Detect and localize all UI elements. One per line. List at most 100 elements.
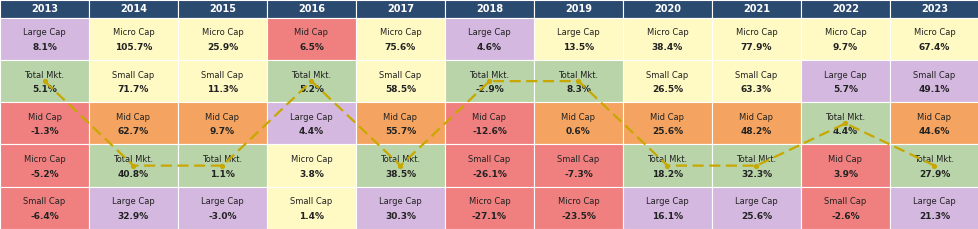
Bar xyxy=(800,102,889,144)
Bar xyxy=(356,102,445,144)
Text: 2019: 2019 xyxy=(564,4,592,14)
Bar xyxy=(89,187,178,229)
Text: -5.2%: -5.2% xyxy=(30,169,59,179)
Text: Small Cap: Small Cap xyxy=(290,197,333,207)
Bar xyxy=(711,18,800,60)
Text: Micro Cap: Micro Cap xyxy=(645,28,688,38)
Bar xyxy=(533,0,622,18)
Text: Micro Cap: Micro Cap xyxy=(290,155,333,164)
Point xyxy=(481,79,497,83)
Text: 4.6%: 4.6% xyxy=(476,43,502,52)
Text: -26.1%: -26.1% xyxy=(471,169,507,179)
Text: Small Cap: Small Cap xyxy=(556,155,599,164)
Text: 26.5%: 26.5% xyxy=(651,85,683,94)
Text: 2013: 2013 xyxy=(31,4,58,14)
Bar xyxy=(622,102,711,144)
Bar xyxy=(356,144,445,187)
Bar xyxy=(356,187,445,229)
Text: Total Mkt.: Total Mkt. xyxy=(291,71,332,80)
Bar xyxy=(0,60,89,102)
Bar xyxy=(800,144,889,187)
Bar xyxy=(0,144,89,187)
Text: Mid Cap: Mid Cap xyxy=(738,113,773,122)
Bar xyxy=(267,187,356,229)
Text: Total Mkt.: Total Mkt. xyxy=(380,155,421,164)
Bar xyxy=(178,18,267,60)
Text: 9.7%: 9.7% xyxy=(832,43,857,52)
Text: 4.4%: 4.4% xyxy=(832,127,857,136)
Text: -2.6%: -2.6% xyxy=(830,212,859,221)
Text: Mid Cap: Mid Cap xyxy=(472,113,506,122)
Bar xyxy=(533,60,622,102)
Text: 9.7%: 9.7% xyxy=(209,127,235,136)
Text: Micro Cap: Micro Cap xyxy=(557,197,599,207)
Text: 21.3%: 21.3% xyxy=(918,212,949,221)
Text: -2.9%: -2.9% xyxy=(474,85,504,94)
Text: Large Cap: Large Cap xyxy=(734,197,778,207)
Text: Mid Cap: Mid Cap xyxy=(916,113,951,122)
Text: 0.6%: 0.6% xyxy=(565,127,591,136)
Text: Micro Cap: Micro Cap xyxy=(23,155,66,164)
Bar xyxy=(622,0,711,18)
Bar xyxy=(267,60,356,102)
Text: 32.9%: 32.9% xyxy=(117,212,149,221)
Bar xyxy=(711,60,800,102)
Text: Mid Cap: Mid Cap xyxy=(116,113,151,122)
Text: 2016: 2016 xyxy=(297,4,325,14)
Text: Mid Cap: Mid Cap xyxy=(27,113,62,122)
Point xyxy=(748,164,764,167)
Text: 27.9%: 27.9% xyxy=(918,169,950,179)
Bar xyxy=(800,60,889,102)
Text: Total Mkt.: Total Mkt. xyxy=(113,155,154,164)
Text: Small Cap: Small Cap xyxy=(23,197,66,207)
Bar xyxy=(800,0,889,18)
Text: 13.5%: 13.5% xyxy=(562,43,594,52)
Bar xyxy=(533,187,622,229)
Text: -3.0%: -3.0% xyxy=(208,212,237,221)
Text: Total Mkt.: Total Mkt. xyxy=(913,155,954,164)
Text: Micro Cap: Micro Cap xyxy=(112,28,155,38)
Text: 77.9%: 77.9% xyxy=(740,43,772,52)
Bar xyxy=(178,144,267,187)
Text: 32.3%: 32.3% xyxy=(740,169,772,179)
Bar xyxy=(711,102,800,144)
Bar xyxy=(711,144,800,187)
Bar xyxy=(711,187,800,229)
Text: 25.9%: 25.9% xyxy=(206,43,238,52)
Point xyxy=(926,164,942,167)
Text: 3.8%: 3.8% xyxy=(298,169,324,179)
Text: 3.9%: 3.9% xyxy=(832,169,857,179)
Text: 38.4%: 38.4% xyxy=(651,43,683,52)
Bar xyxy=(622,144,711,187)
Bar xyxy=(0,102,89,144)
Bar xyxy=(89,144,178,187)
Text: Total Mkt.: Total Mkt. xyxy=(557,71,598,80)
Text: 55.7%: 55.7% xyxy=(384,127,416,136)
Text: 4.4%: 4.4% xyxy=(298,127,324,136)
Text: Micro Cap: Micro Cap xyxy=(823,28,866,38)
Bar xyxy=(889,18,978,60)
Point xyxy=(659,164,675,167)
Bar xyxy=(356,0,445,18)
Text: 6.5%: 6.5% xyxy=(298,43,324,52)
Text: Small Cap: Small Cap xyxy=(201,71,244,80)
Bar xyxy=(178,0,267,18)
Text: Large Cap: Large Cap xyxy=(378,197,422,207)
Text: 62.7%: 62.7% xyxy=(117,127,149,136)
Point xyxy=(837,122,853,125)
Bar xyxy=(445,0,533,18)
Text: 16.1%: 16.1% xyxy=(651,212,683,221)
Text: 49.1%: 49.1% xyxy=(918,85,950,94)
Text: 5.1%: 5.1% xyxy=(32,85,57,94)
Bar xyxy=(533,102,622,144)
Text: Total Mkt.: Total Mkt. xyxy=(469,71,509,80)
Bar xyxy=(89,102,178,144)
Bar xyxy=(178,187,267,229)
Bar xyxy=(445,102,533,144)
Text: Micro Cap: Micro Cap xyxy=(201,28,244,38)
Text: Small Cap: Small Cap xyxy=(823,197,866,207)
Text: Small Cap: Small Cap xyxy=(645,71,688,80)
Bar xyxy=(889,102,978,144)
Bar xyxy=(178,102,267,144)
Text: 5.7%: 5.7% xyxy=(832,85,857,94)
